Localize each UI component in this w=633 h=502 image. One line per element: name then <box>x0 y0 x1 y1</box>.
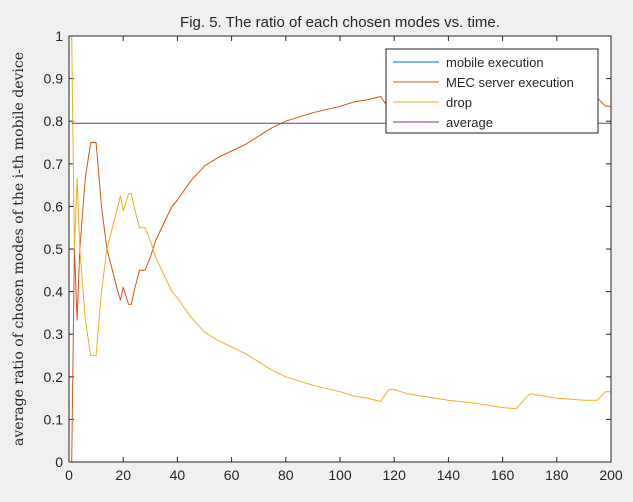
x-tick-label: 40 <box>170 467 186 483</box>
x-tick-label: 80 <box>278 467 294 483</box>
y-tick-label: 1 <box>55 28 63 44</box>
y-tick-label: 0.7 <box>44 156 64 172</box>
y-axis-label: average ratio of chosen modes of the i-t… <box>11 52 27 446</box>
x-tick-label: 140 <box>437 467 461 483</box>
x-tick-label: 200 <box>599 467 623 483</box>
x-tick-label: 180 <box>545 467 569 483</box>
chart-title: Fig. 5. The ratio of each chosen modes v… <box>180 14 500 31</box>
y-tick-label: 0.9 <box>44 71 64 87</box>
legend-box <box>385 48 599 134</box>
legend-label-mobile-execution: mobile execution <box>446 55 544 70</box>
y-tick-label: 0.2 <box>44 369 64 385</box>
legend-label-mec-server-execution: MEC server execution <box>446 75 574 90</box>
legend-label-average: average <box>446 115 493 130</box>
y-tick-label: 0.1 <box>44 411 64 427</box>
x-tick-label: 60 <box>224 467 240 483</box>
series-line-drop <box>71 35 611 410</box>
x-tick-label: 20 <box>115 467 131 483</box>
x-tick-label: 0 <box>65 467 73 483</box>
x-tick-label: 120 <box>383 467 407 483</box>
legend-label-drop: drop <box>446 95 472 110</box>
x-axis-ticks: 0 20 40 60 80 100 120 140 160 180 200 <box>65 36 623 483</box>
x-tick-label: 160 <box>491 467 515 483</box>
y-tick-label: 0.4 <box>44 284 64 300</box>
y-tick-label: 0.6 <box>44 198 64 214</box>
y-tick-label: 0 <box>55 454 63 470</box>
x-tick-label: 100 <box>328 467 352 483</box>
legend: mobile execution MEC server execution drop… <box>385 48 599 134</box>
y-tick-label: 0.3 <box>44 326 64 342</box>
y-axis-ticks: 0 0.1 0.2 0.3 0.4 0.5 0.6 0.7 0.8 0.9 1 <box>44 28 611 470</box>
plot-frame <box>68 35 612 463</box>
y-tick-label: 0.8 <box>44 113 64 129</box>
y-tick-label: 0.5 <box>44 241 64 257</box>
